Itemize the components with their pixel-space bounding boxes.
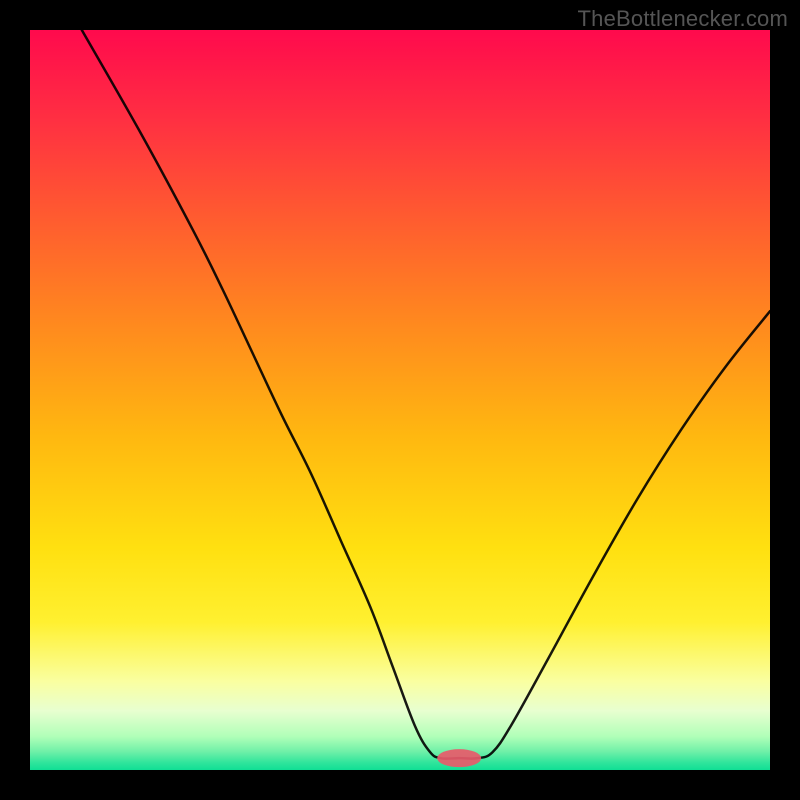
curve-layer: [30, 30, 770, 770]
watermark-text: TheBottlenecker.com: [578, 6, 788, 32]
bottleneck-curve: [82, 30, 770, 759]
chart-frame: TheBottlenecker.com: [0, 0, 800, 800]
plot-area: [30, 30, 770, 770]
optimal-marker: [437, 749, 481, 767]
